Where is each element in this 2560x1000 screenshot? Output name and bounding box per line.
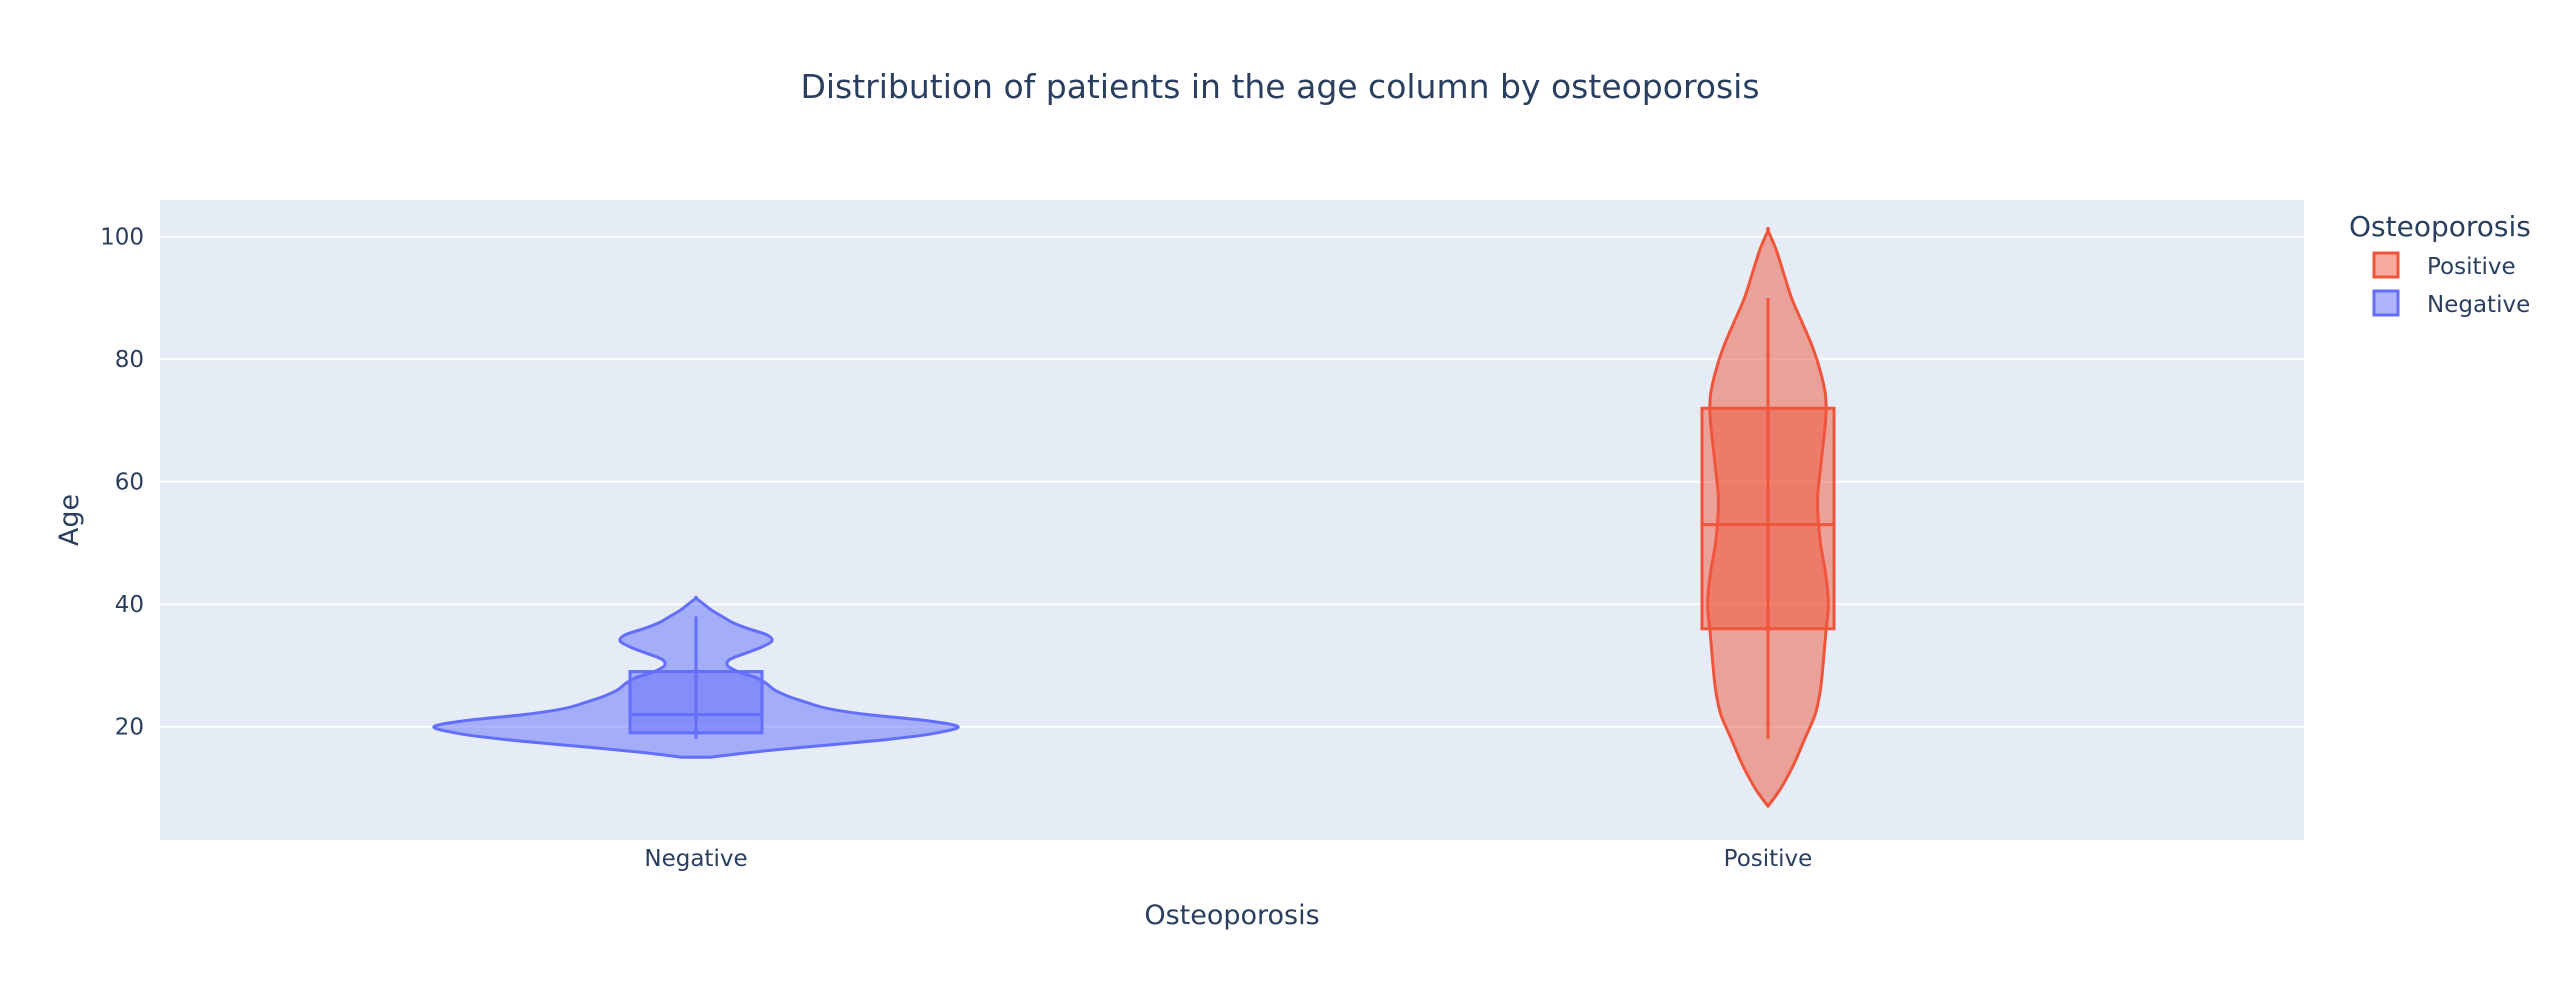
legend-title: Osteoporosis bbox=[2349, 210, 2531, 243]
y-axis-title: Age bbox=[54, 494, 85, 546]
chart-title: Distribution of patients in the age colu… bbox=[800, 67, 1759, 106]
plot-background bbox=[160, 200, 2304, 840]
legend-swatch-positive bbox=[2372, 251, 2400, 279]
violin-positive[interactable] bbox=[1700, 226, 1836, 808]
y-tick-label: 20 bbox=[115, 715, 144, 741]
grid-lines bbox=[160, 235, 2304, 728]
x-tick-label: Negative bbox=[644, 846, 747, 872]
y-tick-label: 80 bbox=[115, 347, 144, 373]
violin-traces bbox=[432, 226, 1836, 808]
y-tick-label: 60 bbox=[115, 470, 144, 496]
x-axis-title: Osteoporosis bbox=[1144, 900, 1319, 931]
axes: 20 40 60 80 100 Negative Positive bbox=[100, 225, 1812, 872]
legend-label-positive: Positive bbox=[2427, 254, 2516, 280]
legend-item-positive[interactable]: Positive bbox=[2372, 251, 2516, 280]
violin-negative[interactable] bbox=[432, 595, 960, 759]
x-tick-label: Positive bbox=[1724, 846, 1813, 872]
y-tick-label: 100 bbox=[100, 225, 144, 251]
iqr-box-negative bbox=[628, 670, 764, 735]
iqr-box-positive bbox=[1700, 406, 1836, 631]
legend: Osteoporosis Positive Negative bbox=[2349, 210, 2531, 318]
y-tick-label: 40 bbox=[115, 592, 144, 618]
legend-label-negative: Negative bbox=[2427, 292, 2530, 318]
legend-swatch-negative bbox=[2372, 289, 2400, 317]
legend-item-negative[interactable]: Negative bbox=[2372, 289, 2530, 318]
